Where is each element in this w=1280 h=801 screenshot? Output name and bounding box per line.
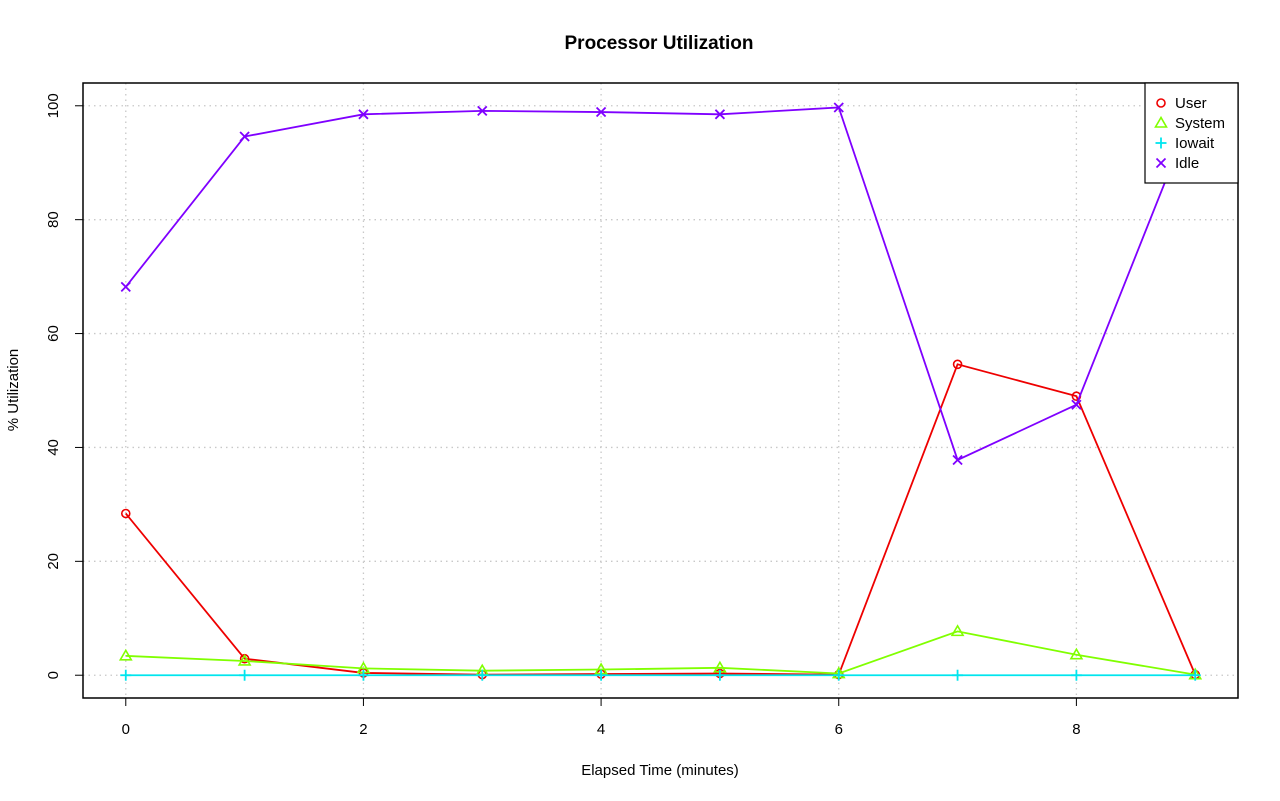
data-point-idle: [239, 131, 250, 142]
x-tick-label: 0: [122, 721, 130, 738]
series-line-idle: [125, 106, 1197, 462]
legend-label-idle: Idle: [1175, 155, 1199, 172]
data-point-idle: [714, 109, 726, 120]
data-point-system: [950, 624, 965, 637]
data-point-idle: [595, 106, 607, 118]
y-axis-label: % Utilization: [5, 349, 22, 432]
data-point-idle: [477, 105, 488, 117]
data-point-user: [952, 359, 963, 370]
legend-marker-system: [1154, 115, 1168, 128]
data-point-user: [120, 508, 131, 519]
x-tick-label: 6: [835, 721, 843, 738]
y-tick-label: 100: [45, 93, 62, 118]
x-axis-label: Elapsed Time (minutes): [581, 762, 739, 779]
data-point-iowait: [239, 669, 251, 681]
data-point-iowait: [476, 669, 488, 681]
data-point-idle: [833, 102, 844, 113]
data-point-idle: [358, 109, 369, 120]
chart-title: Processor Utilization: [565, 33, 754, 54]
x-tick-label: 2: [359, 721, 367, 738]
x-tick-label: 4: [597, 721, 605, 738]
data-point-idle: [952, 454, 963, 466]
series-user: [120, 359, 1201, 680]
x-tick-label: 8: [1072, 721, 1080, 738]
data-point-iowait: [357, 669, 369, 681]
legend-marker-user: [1156, 98, 1166, 108]
data-point-iowait: [120, 669, 132, 681]
series-layer: [118, 101, 1203, 681]
y-tick-label: 80: [45, 211, 62, 228]
data-point-idle: [120, 281, 131, 292]
data-point-system: [118, 648, 133, 661]
series-idle: [120, 101, 1201, 466]
legend: User System Iowait Idle: [1144, 82, 1239, 184]
data-point-iowait: [1189, 669, 1201, 681]
series-system: [118, 624, 1203, 680]
plot-frame: [82, 82, 1239, 699]
series-line-user: [125, 363, 1197, 676]
data-point-system: [237, 653, 252, 666]
data-point-iowait: [714, 669, 726, 681]
legend-label-system: System: [1175, 115, 1225, 132]
data-point-iowait: [952, 669, 964, 681]
legend-marker-iowait: [1155, 137, 1167, 149]
legend-label-iowait: Iowait: [1175, 135, 1215, 152]
data-point-iowait: [833, 669, 845, 681]
y-tick-label: 20: [45, 553, 62, 570]
y-tick-label: 60: [45, 325, 62, 342]
data-point-iowait: [595, 669, 607, 681]
data-point-system: [1069, 647, 1084, 660]
data-point-iowait: [1070, 669, 1082, 681]
legend-marker-idle: [1155, 157, 1167, 169]
legend-label-user: User: [1175, 95, 1207, 112]
y-tick-label: 40: [45, 439, 62, 456]
series-iowait: [120, 669, 1201, 681]
series-line-system: [125, 630, 1196, 676]
grid-lines: [83, 83, 1238, 698]
data-point-idle: [1071, 399, 1082, 410]
y-tick-label: 0: [45, 671, 62, 679]
